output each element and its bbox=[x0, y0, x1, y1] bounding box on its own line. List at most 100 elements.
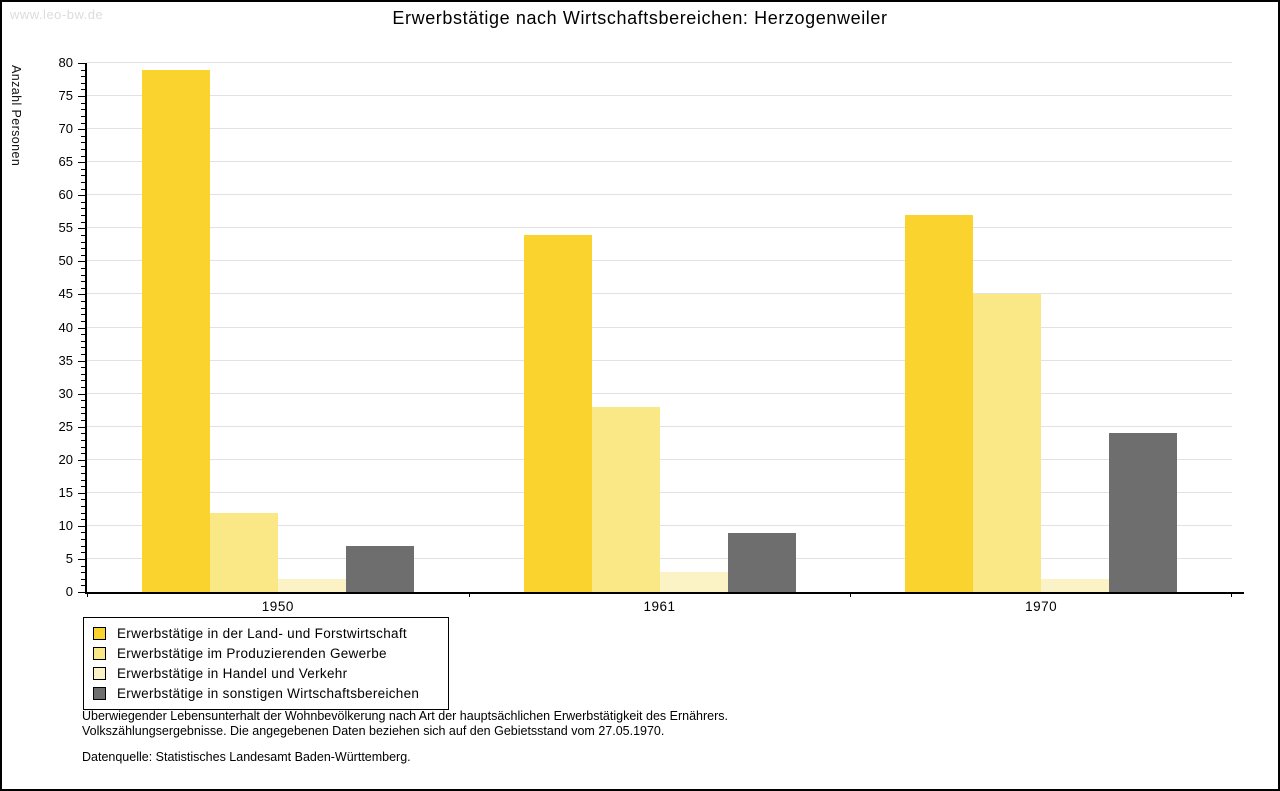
y-minor-tick bbox=[81, 155, 85, 157]
y-minor-tick bbox=[81, 109, 85, 111]
bar-1970-series4 bbox=[1109, 433, 1178, 592]
legend-swatch-icon bbox=[93, 646, 106, 660]
y-major-tick bbox=[78, 360, 85, 362]
y-minor-tick bbox=[81, 281, 85, 283]
chart-title: Erwerbstätige nach Wirtschaftsbereichen:… bbox=[392, 8, 888, 28]
bar-1970-series1 bbox=[905, 215, 974, 592]
y-minor-tick bbox=[81, 387, 85, 388]
y-minor-tick bbox=[81, 565, 85, 567]
y-major-tick bbox=[78, 558, 85, 560]
bar-1961-series4 bbox=[727, 532, 796, 592]
y-minor-tick bbox=[81, 572, 85, 574]
legend: Erwerbstätige in der Land- und Forstwirt… bbox=[83, 617, 449, 710]
y-minor-tick bbox=[81, 267, 85, 269]
bar-1970-series3 bbox=[1041, 578, 1110, 592]
y-minor-tick bbox=[81, 148, 85, 150]
y-minor-tick bbox=[81, 486, 85, 488]
bar-1950-series1 bbox=[141, 69, 210, 592]
bar-1950-series2 bbox=[209, 512, 278, 592]
y-minor-tick bbox=[81, 512, 85, 514]
data-source-note: Datenquelle: Statistisches Landesamt Bad… bbox=[82, 750, 411, 764]
y-minor-tick bbox=[81, 89, 85, 91]
y-gridline bbox=[87, 227, 1232, 229]
y-tick-label: 55 bbox=[58, 220, 73, 236]
y-minor-tick bbox=[81, 539, 85, 541]
watermark: www.leo-bw.de bbox=[10, 7, 104, 22]
y-major-tick bbox=[78, 426, 85, 428]
legend-item-3: Erwerbstätige in Handel und Verkehr bbox=[84, 663, 448, 683]
legend-swatch-icon bbox=[93, 666, 106, 680]
y-minor-tick bbox=[81, 221, 85, 223]
legend-swatch-icon bbox=[93, 686, 106, 700]
y-minor-tick bbox=[81, 142, 85, 144]
y-tick-label: 45 bbox=[58, 286, 73, 302]
legend-item-4: Erwerbstätige in sonstigen Wirtschaftsbe… bbox=[84, 683, 448, 703]
y-major-tick bbox=[78, 162, 85, 164]
y-major-tick bbox=[78, 393, 85, 395]
x-boundary-tick bbox=[1231, 593, 1232, 597]
y-minor-tick bbox=[81, 135, 85, 137]
y-minor-tick bbox=[81, 320, 85, 322]
y-gridline bbox=[87, 557, 1232, 559]
y-minor-tick bbox=[81, 506, 85, 508]
y-minor-tick bbox=[81, 287, 85, 289]
y-minor-tick bbox=[81, 380, 85, 382]
y-minor-tick bbox=[81, 439, 85, 441]
y-minor-tick bbox=[81, 347, 85, 349]
y-minor-tick bbox=[81, 234, 85, 236]
footnote-line-2: Volkszählungsergebnisse. Die angegebenen… bbox=[82, 723, 665, 738]
y-major-tick bbox=[78, 459, 85, 461]
y-gridline bbox=[87, 326, 1232, 328]
y-major-tick bbox=[78, 592, 85, 593]
bar-1970-series2 bbox=[973, 294, 1042, 592]
y-minor-tick bbox=[81, 254, 85, 256]
y-minor-tick bbox=[81, 433, 85, 435]
y-minor-tick bbox=[81, 248, 85, 250]
y-gridline bbox=[87, 524, 1232, 526]
y-gridline bbox=[87, 491, 1232, 493]
bar-1950-series4 bbox=[345, 545, 414, 592]
y-minor-tick bbox=[81, 241, 85, 243]
y-major-tick bbox=[78, 63, 85, 64]
y-gridline bbox=[87, 359, 1232, 361]
y-gridline bbox=[87, 62, 1232, 63]
y-tick-label: 70 bbox=[58, 121, 73, 137]
bar-1950-series3 bbox=[277, 578, 346, 592]
y-minor-tick bbox=[81, 373, 85, 375]
x-axis-line bbox=[85, 592, 1244, 594]
y-minor-tick bbox=[81, 122, 85, 124]
y-minor-tick bbox=[81, 406, 85, 408]
y-major-tick bbox=[78, 492, 85, 494]
y-tick-label: 65 bbox=[58, 154, 73, 170]
y-axis-line bbox=[85, 63, 87, 593]
y-major-tick bbox=[78, 96, 85, 98]
y-minor-tick bbox=[81, 201, 85, 203]
x-tick-label: 1950 bbox=[261, 599, 294, 614]
legend-item-2: Erwerbstätige im Produzierenden Gewerbe bbox=[84, 643, 448, 663]
y-minor-tick bbox=[81, 578, 85, 580]
y-minor-tick bbox=[81, 188, 85, 190]
y-minor-tick bbox=[81, 314, 85, 316]
y-tick-label: 15 bbox=[58, 484, 73, 500]
y-minor-tick bbox=[81, 182, 85, 184]
y-minor-tick bbox=[81, 585, 85, 587]
y-minor-tick bbox=[81, 545, 85, 547]
y-gridline bbox=[87, 128, 1232, 130]
y-minor-tick bbox=[81, 367, 85, 369]
y-major-tick bbox=[78, 129, 85, 131]
y-tick-label: 75 bbox=[58, 88, 73, 104]
y-major-tick bbox=[78, 525, 85, 527]
bar-1961-series1 bbox=[523, 234, 592, 592]
y-tick-label: 25 bbox=[58, 418, 73, 434]
y-minor-tick bbox=[81, 69, 85, 71]
y-major-tick bbox=[78, 294, 85, 296]
legend-label: Erwerbstätige in Handel und Verkehr bbox=[117, 665, 348, 681]
y-minor-tick bbox=[81, 499, 85, 501]
y-gridline bbox=[87, 194, 1232, 196]
x-tick-label: 1970 bbox=[1025, 599, 1058, 614]
x-tick-label: 1961 bbox=[643, 599, 676, 614]
y-minor-tick bbox=[81, 472, 85, 474]
y-minor-tick bbox=[81, 552, 85, 554]
y-minor-tick bbox=[81, 446, 85, 448]
